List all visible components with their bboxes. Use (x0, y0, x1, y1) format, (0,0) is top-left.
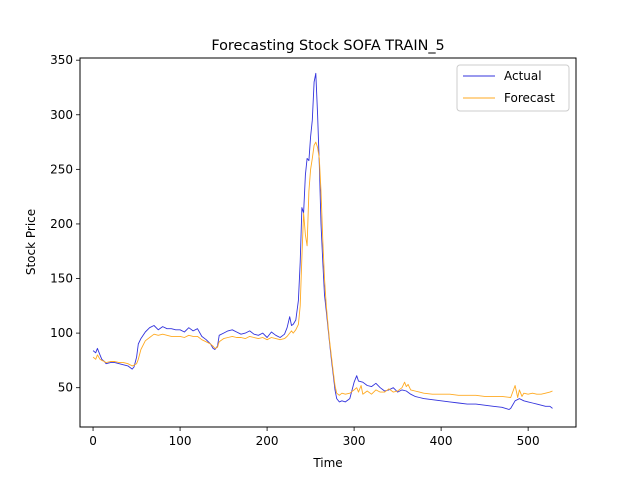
x-tick-label: 200 (256, 434, 279, 448)
x-axis-label: Time (312, 456, 342, 470)
y-tick-label: 50 (58, 381, 73, 395)
x-tick-label: 400 (430, 434, 453, 448)
y-tick-label: 350 (50, 53, 73, 67)
y-tick-label: 250 (50, 162, 73, 176)
legend-label-forecast: Forecast (504, 91, 555, 105)
y-tick-label: 300 (50, 108, 73, 122)
series-line-actual (92, 72, 553, 410)
legend: Actual Forecast (456, 64, 570, 112)
x-tick-label: 300 (343, 434, 366, 448)
legend-label-actual: Actual (504, 69, 542, 83)
y-tick-label: 100 (50, 326, 73, 340)
x-tick-label: 500 (517, 434, 540, 448)
y-tick-label: 150 (50, 272, 73, 286)
chart-title: Forecasting Stock SOFA TRAIN_5 (211, 38, 444, 54)
x-tick-label: 100 (169, 434, 192, 448)
y-tick-label: 200 (50, 217, 73, 231)
series-line-forecast (92, 141, 553, 398)
x-tick-label: 0 (89, 434, 97, 448)
x-axis-ticks: 0 100 200 300 400 500 (89, 427, 540, 448)
plot-area (92, 72, 553, 410)
y-axis-ticks: 50 100 150 200 250 300 350 (50, 53, 80, 395)
axes-frame (79, 57, 577, 428)
y-axis-label: Stock Price (24, 209, 38, 275)
